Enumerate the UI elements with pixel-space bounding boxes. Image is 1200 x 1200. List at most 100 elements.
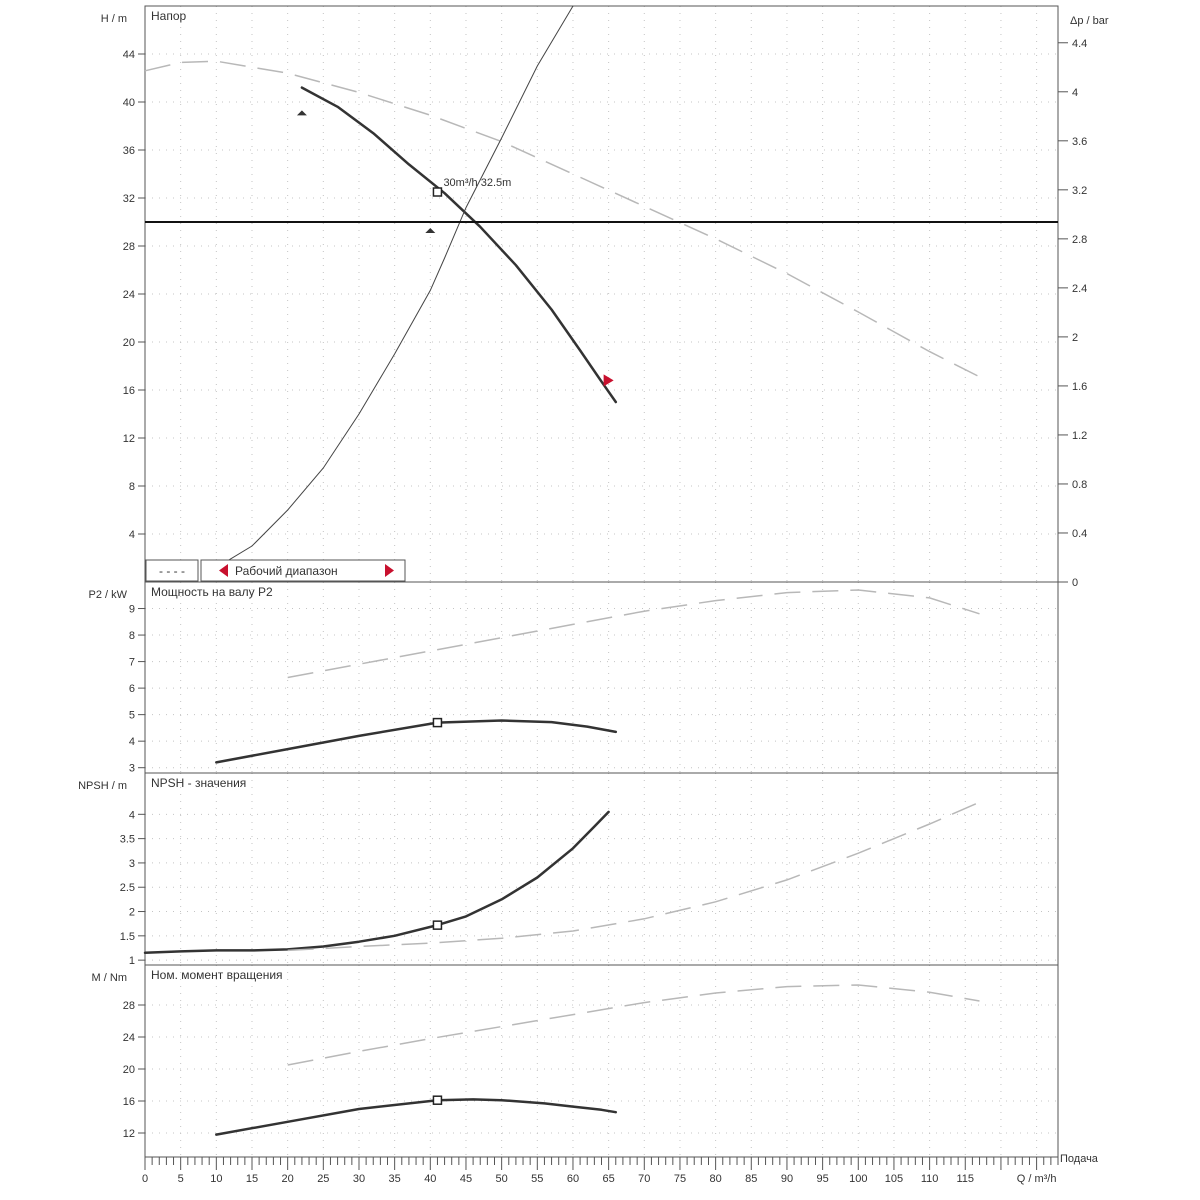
- y2-tick-label: 3.6: [1072, 136, 1087, 148]
- y-tick-label: 32: [123, 193, 135, 205]
- y-tick-label: 36: [123, 145, 135, 157]
- x-tick-label: 100: [849, 1173, 867, 1185]
- y2-tick-label: 1.6: [1072, 381, 1087, 393]
- x-tick-label: 0: [142, 1173, 148, 1185]
- grid: [145, 6, 1058, 582]
- panel-frame: [144, 772, 1059, 966]
- legend-box-right: [200, 559, 406, 582]
- series-line-solid: [215, 719, 618, 764]
- y-tick-label: 20: [123, 1064, 135, 1076]
- legend-left-text: - - - -: [159, 564, 185, 578]
- marker-triangle: [425, 228, 436, 233]
- series-line-solid: [143, 810, 610, 955]
- x-tick-label: 45: [460, 1173, 472, 1185]
- y-tick-label: 1: [129, 955, 135, 967]
- x-tick-label: 5: [178, 1173, 184, 1185]
- y-tick-label: 5: [129, 710, 135, 722]
- y-axis-title: P2 / kW: [88, 589, 127, 601]
- x-tick-label: 70: [638, 1173, 650, 1185]
- end-of-range-marker: [603, 374, 614, 387]
- y-tick-label: 28: [123, 241, 135, 253]
- y2-tick-label: 2.8: [1072, 234, 1087, 246]
- series-line-dashed: [287, 589, 980, 679]
- panel-title: Ном. момент вращения: [151, 968, 283, 982]
- operating-point-marker: [432, 920, 443, 930]
- operating-point-marker: [432, 1095, 443, 1105]
- grid: [145, 965, 1058, 1157]
- series-line-solid: [300, 86, 618, 404]
- operating-point-label: 30m³/h 32.5m: [443, 177, 511, 189]
- panel-power: 3 4 5 6 7 8 9P2 / kW Мощность на валу P2: [88, 581, 1059, 775]
- y2-tick-label: 0: [1072, 577, 1078, 589]
- y-tick-label: 8: [129, 481, 135, 493]
- y-tick-label: 4: [129, 736, 135, 748]
- x-tick-label: 95: [816, 1173, 828, 1185]
- legend-left-arrow: [219, 564, 228, 577]
- corner-label: Подача: [1060, 1153, 1099, 1165]
- y2-tick-label: 1.2: [1072, 430, 1087, 442]
- series-line-thin: [216, 5, 574, 569]
- y2-axis-title: Δp / bar: [1070, 15, 1109, 27]
- y-tick-label: 3: [129, 763, 135, 775]
- y-axis-title: H / m: [101, 13, 127, 25]
- x-tick-label: 20: [282, 1173, 294, 1185]
- y-tick-label: 16: [123, 1096, 135, 1108]
- y-tick-label: 9: [129, 604, 135, 616]
- series-line-solid: [215, 1098, 618, 1136]
- panel-npsh: 1 1.5 2 2.5 3 3.5 4 NPSH / m NPSH - значения: [78, 772, 1059, 967]
- x-tick-label: 85: [745, 1173, 757, 1185]
- legend-box-left: [145, 559, 199, 582]
- y-tick-label: 2: [129, 907, 135, 919]
- x-tick-label: 110: [921, 1173, 939, 1185]
- panel-title: Мощность на валу P2: [151, 585, 273, 599]
- y-tick-label: 28: [123, 1000, 135, 1012]
- y-tick-label: 12: [123, 1128, 135, 1140]
- series-line-dashed: [287, 984, 980, 1066]
- y-tick-label: 1.5: [120, 931, 135, 943]
- legend: - - - - Рабочий диапазон: [145, 559, 406, 582]
- panel-title: Напор: [151, 9, 187, 23]
- y-tick-label: 40: [123, 97, 135, 109]
- y2-tick-label: 4.4: [1072, 38, 1087, 50]
- marker-triangle: [296, 110, 307, 116]
- x-tick-label: 65: [603, 1173, 615, 1185]
- y-tick-label: 3.5: [120, 834, 135, 846]
- x-tick-label: 55: [531, 1173, 543, 1185]
- y-tick-label: 8: [129, 630, 135, 642]
- y-axis-title: M / Nm: [92, 972, 127, 984]
- panel-title: NPSH - значения: [151, 776, 246, 790]
- y-tick-label: 4: [129, 529, 135, 541]
- y-tick-label: 12: [123, 433, 135, 445]
- y2-tick-label: 4: [1072, 87, 1078, 99]
- y-tick-label: 44: [123, 49, 135, 61]
- legend-right-arrow: [385, 564, 394, 577]
- x-tick-label: 75: [674, 1173, 686, 1185]
- panel-frame: [144, 5, 1059, 583]
- y-axis-title: NPSH / m: [78, 780, 127, 792]
- series-line-dashed: [144, 60, 980, 378]
- panel-frame: [144, 581, 1059, 774]
- y-tick-label: 20: [123, 337, 135, 349]
- y-tick-label: 16: [123, 385, 135, 397]
- x-tick-label: 90: [781, 1173, 793, 1185]
- grid: [145, 773, 1058, 965]
- y2-tick-label: 3.2: [1072, 185, 1087, 197]
- y-tick-label: 2.5: [120, 882, 135, 894]
- series-line-dashed: [287, 801, 980, 952]
- x-axis-title: Q / m³/h: [1017, 1173, 1057, 1185]
- x-tick-label: 80: [710, 1173, 722, 1185]
- legend-right-text: Рабочий диапазон: [235, 564, 338, 578]
- x-tick-label: 60: [567, 1173, 579, 1185]
- y2-tick-label: 2.4: [1072, 283, 1087, 295]
- x-axis: 0 5 10 15 20 25 30 35 40 45 50 55 60 65 70 75 80 85 90 95 10…: [142, 1153, 1099, 1185]
- y2-tick-label: 0.8: [1072, 479, 1087, 491]
- panel-torque: 12 16 20 24 28 M / Nm Ном. момент вращения 0 5 10…: [92, 964, 1099, 1185]
- operating-point-marker: [432, 717, 443, 728]
- y2-tick-label: 2: [1072, 332, 1078, 344]
- x-tick-label: 105: [885, 1173, 903, 1185]
- operating-point-marker: [432, 187, 443, 197]
- x-tick-label: 115: [957, 1173, 975, 1185]
- y-tick-label: 24: [123, 1032, 135, 1044]
